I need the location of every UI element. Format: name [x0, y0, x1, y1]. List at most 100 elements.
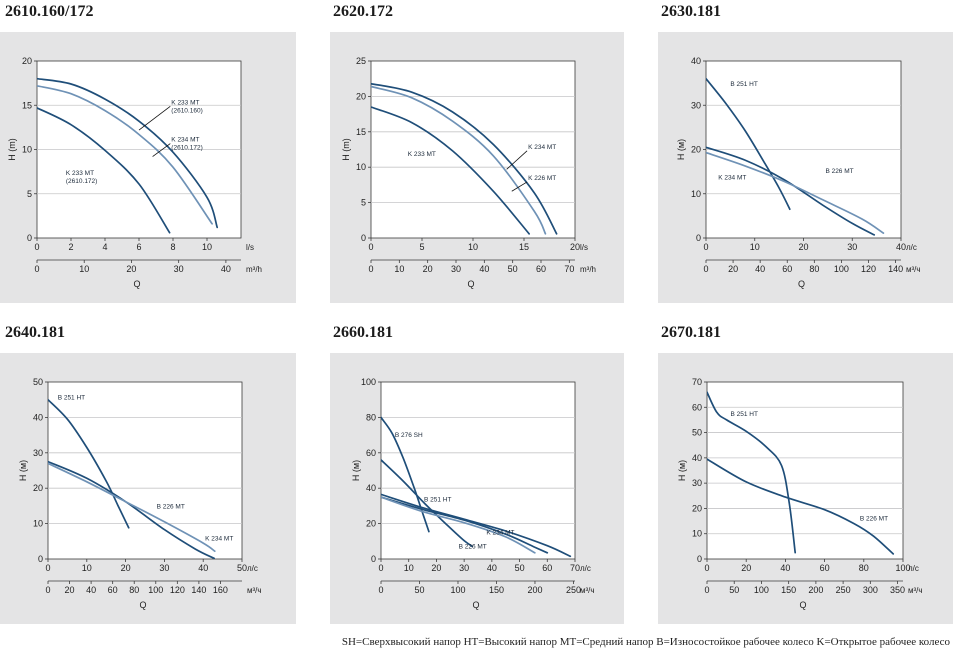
x2-tick-label: 30	[174, 264, 184, 274]
x-tick-label: 20	[121, 563, 131, 573]
curve-b-276-sh	[381, 416, 430, 533]
x-axis-title: Q	[798, 279, 805, 289]
x-axis-title: Q	[133, 279, 140, 289]
y-axis-title: H (m)	[341, 138, 351, 161]
x2-tick-label: 40	[755, 264, 765, 274]
pump-curve-chart-1: 0 5 10 15 20 0 2 4 6 8 10 l/s 0 10 20 30 40 m³/h Q H (m) K 2…	[7, 56, 262, 289]
x-tick-label: 10	[202, 242, 212, 252]
x2-tick-label: 100	[450, 585, 465, 595]
x-tick-label: 8	[170, 242, 175, 252]
y-tick-label: 50	[692, 428, 702, 438]
curve-label: B 251 HT	[730, 81, 757, 88]
curve-label: B 226 MT	[157, 504, 185, 511]
curve-k-234-mt	[381, 493, 572, 558]
x2-tick-label: 40	[221, 264, 231, 274]
y-tick-label: 0	[697, 554, 702, 564]
curve-label: K 233 MT	[171, 99, 199, 106]
leader-line	[138, 106, 171, 131]
y-tick-label: 10	[356, 162, 366, 172]
x2-tick-label: 10	[79, 264, 89, 274]
pump-curve-chart-5: 0 20 40 60 80 100 0 10 20 30 40 50 60 70 л/с 0 50 100 150 2…	[351, 377, 595, 610]
x2-tick-label: 60	[782, 264, 792, 274]
y-tick-label: 60	[366, 448, 376, 458]
x2-unit-label: м³/ч	[906, 265, 921, 274]
x2-tick-label: 20	[126, 264, 136, 274]
x2-tick-label: 350	[890, 585, 905, 595]
x-tick-label: 50	[515, 563, 525, 573]
x-tick-label: 4	[102, 242, 107, 252]
curve-k-233-mt	[371, 106, 530, 235]
curve-label: B 251 HT	[731, 411, 758, 418]
y-tick-label: 40	[691, 56, 701, 66]
x-tick-label: 2	[68, 242, 73, 252]
x2-tick-label: 80	[129, 585, 139, 595]
x-tick-label: 0	[34, 242, 39, 252]
y-tick-label: 0	[27, 233, 32, 243]
y-tick-label: 10	[33, 519, 43, 529]
x2-tick-label: 20	[423, 264, 433, 274]
x2-tick-label: 40	[86, 585, 96, 595]
y-tick-label: 10	[691, 189, 701, 199]
y-axis-title: H (м)	[677, 460, 687, 481]
y-tick-label: 0	[371, 554, 376, 564]
x-tick-label: 40	[896, 242, 906, 252]
x-tick-label: 15	[519, 242, 529, 252]
chart-title: 2630.181	[661, 3, 721, 20]
x-tick-label: 70	[570, 563, 580, 573]
x2-tick-label: 40	[479, 264, 489, 274]
x-tick-label: 30	[459, 563, 469, 573]
y-tick-label: 20	[692, 503, 702, 513]
x2-tick-label: 80	[809, 264, 819, 274]
x-tick-label: 20	[741, 563, 751, 573]
x-tick-label: 40	[487, 563, 497, 573]
x2-tick-label: 120	[170, 585, 185, 595]
leader-line	[152, 143, 171, 157]
curve-k-234-mt	[371, 82, 558, 235]
x2-tick-label: 50	[508, 264, 518, 274]
x2-tick-label: 0	[368, 264, 373, 274]
x2-tick-label: 50	[729, 585, 739, 595]
x-tick-label: 20	[798, 242, 808, 252]
chart-title: 2670.181	[661, 324, 721, 341]
x-tick-label: 60	[542, 563, 552, 573]
y-tick-label: 0	[38, 554, 43, 564]
y-tick-label: 10	[692, 529, 702, 539]
curve-label: K 226 MT	[528, 175, 556, 182]
curve-label: B 276 SH	[395, 432, 423, 439]
y-tick-label: 5	[27, 189, 32, 199]
chart-title: 2610.160/172	[5, 3, 94, 20]
x2-tick-label: 150	[781, 585, 796, 595]
chart-panel: 0 20 40 60 80 100 0 10 20 30 40 50 60 70 л/с 0 50 100 150 2…	[330, 353, 624, 624]
y-tick-label: 70	[692, 377, 702, 387]
curve-k-233-mt-2610-172-	[37, 107, 171, 234]
x-tick-label: 0	[703, 242, 708, 252]
y-axis-title: H (m)	[7, 138, 17, 161]
curve-b-251-ht	[48, 398, 130, 529]
x2-tick-label: 300	[863, 585, 878, 595]
chart-cell-4: 2640.181 0 10 20 30 40 50 0 10 20 30 40 50 л/с 0 20 40 6…	[0, 324, 297, 626]
y-tick-label: 40	[366, 483, 376, 493]
y-tick-label: 30	[691, 100, 701, 110]
x2-tick-label: 50	[414, 585, 424, 595]
y-tick-label: 20	[22, 56, 32, 66]
x2-tick-label: 30	[451, 264, 461, 274]
x-axis-title: Q	[139, 600, 146, 610]
y-tick-label: 0	[696, 233, 701, 243]
chart-cell-2: 2620.172 0 5 10 15 20 25 0 5 10 15 20 l/s 0 10 20 30 40 5…	[330, 3, 625, 305]
curve-label: B 226 MT	[825, 168, 853, 175]
x2-tick-label: 70	[564, 264, 574, 274]
curve-k-234-mt	[48, 462, 216, 553]
curve-label: B 226 MT	[860, 516, 888, 523]
x2-tick-label: 120	[861, 264, 876, 274]
curve-b-226-mt	[48, 460, 215, 559]
y-tick-label: 20	[33, 483, 43, 493]
y-axis-title: H (м)	[18, 460, 28, 481]
x-tick-label: 60	[820, 563, 830, 573]
y-tick-label: 20	[366, 519, 376, 529]
y-tick-label: 5	[361, 198, 366, 208]
curve-label: (2610.172)	[66, 178, 97, 185]
x-axis-title: Q	[799, 600, 806, 610]
x-tick-label: 5	[419, 242, 424, 252]
x-tick-label: 20	[431, 563, 441, 573]
x2-tick-label: 0	[378, 585, 383, 595]
